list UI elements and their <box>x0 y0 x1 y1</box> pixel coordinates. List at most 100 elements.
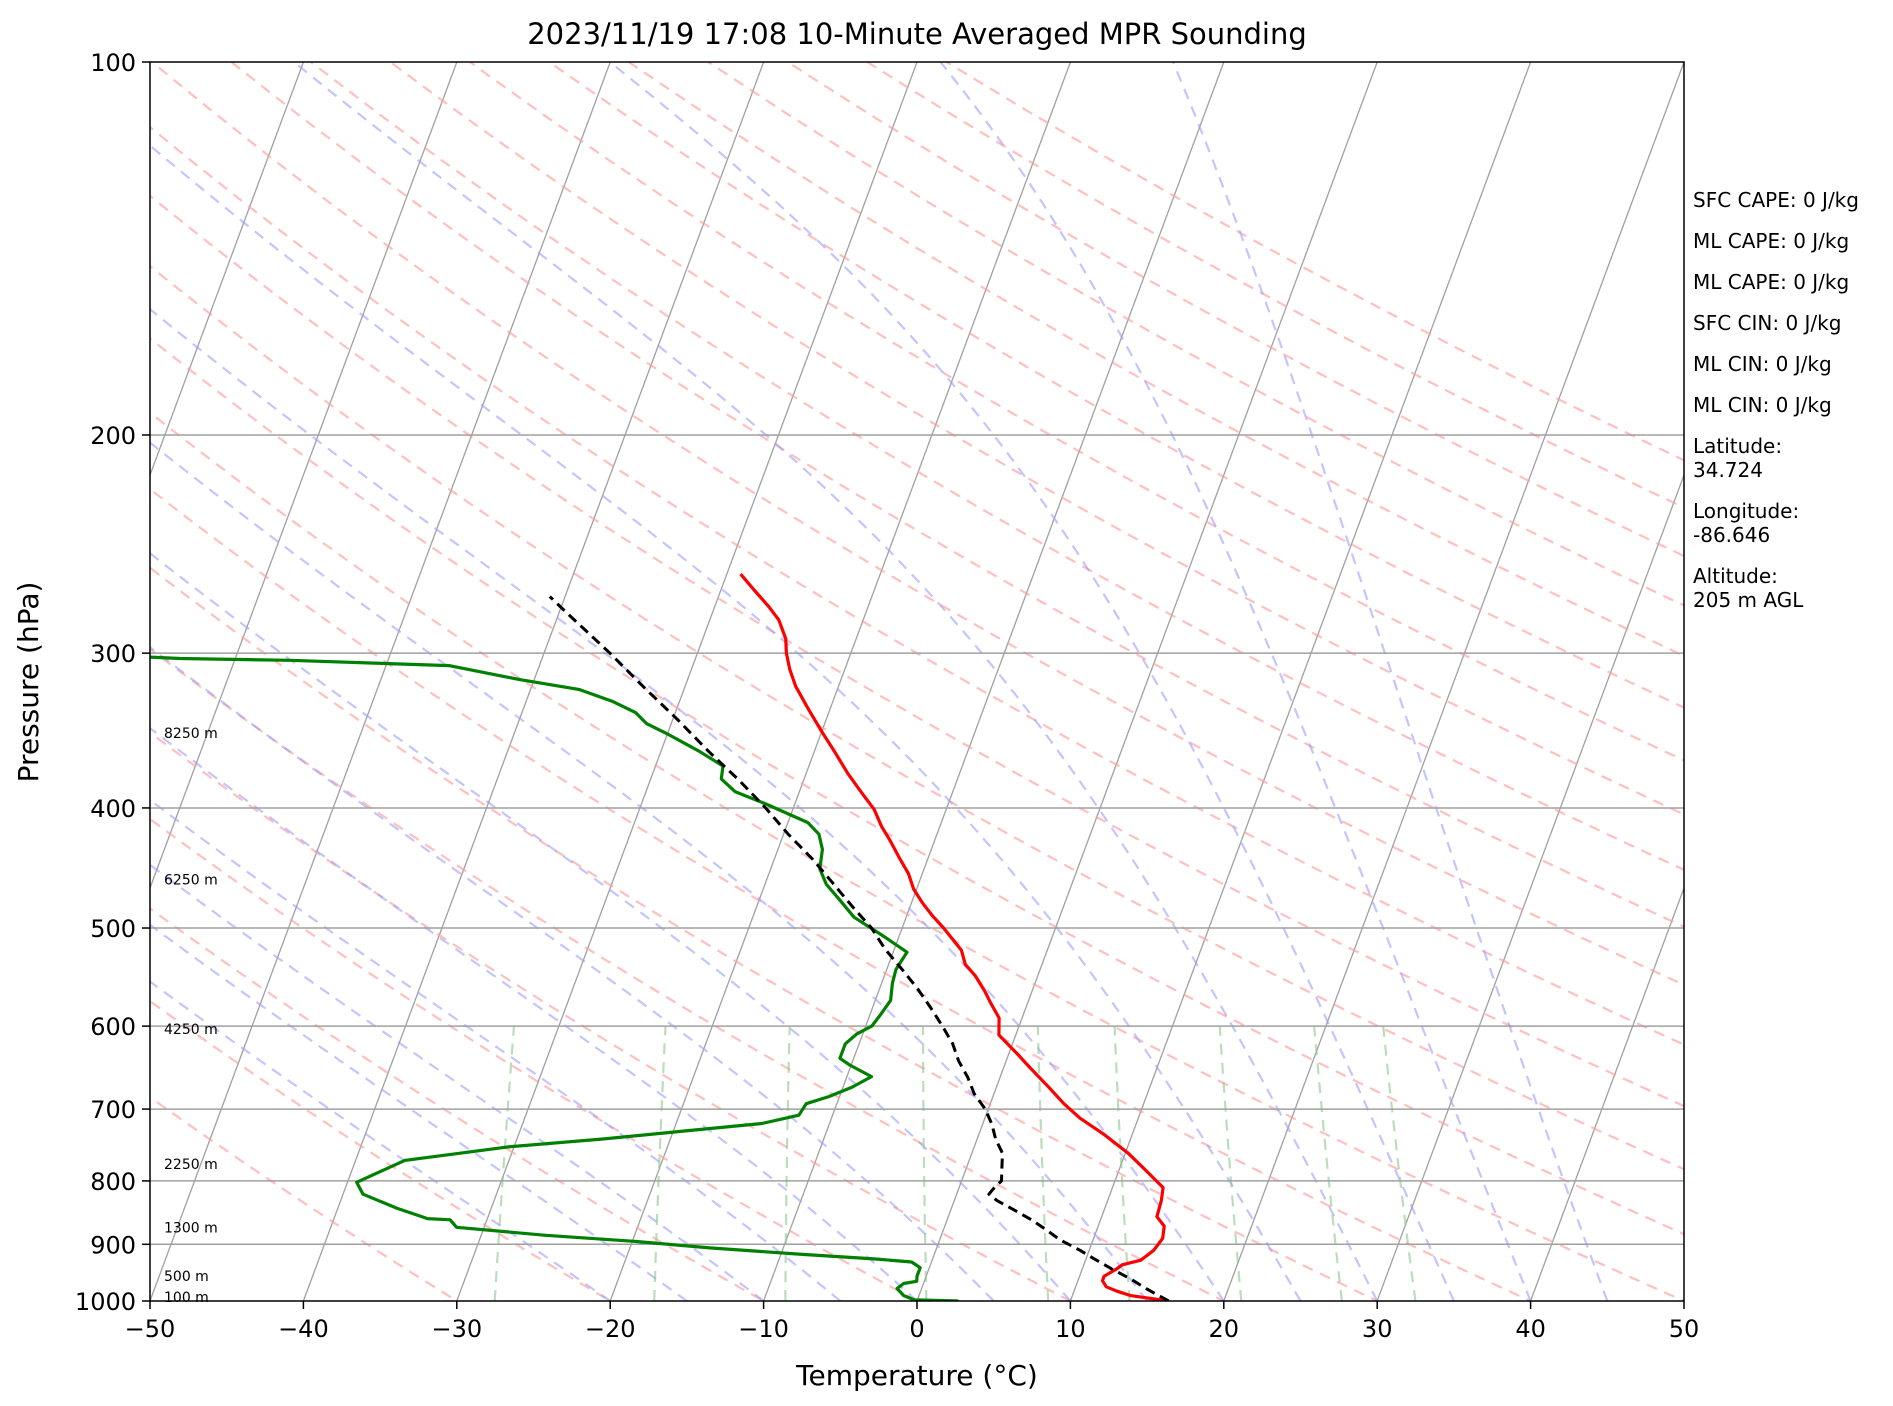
altitude-label: 8250 m <box>164 726 218 742</box>
dry-adiabat <box>548 62 1684 709</box>
y-tick-label: 200 <box>90 422 136 450</box>
dewpoint-line <box>150 655 959 1301</box>
mixing-ratio-line <box>1113 1026 1131 1301</box>
sounding-indices-panel: SFC CAPE: 0 J/kg ML CAPE: 0 J/kg ML CAPE: … <box>1693 188 1888 629</box>
moist-adiabat <box>939 62 1532 1301</box>
moist-adiabat <box>150 551 1072 1301</box>
x-tick-label: −30 <box>431 1315 482 1343</box>
moist-adiabat <box>293 62 1379 1301</box>
moist-adiabat <box>150 798 841 1301</box>
y-tick-label: 100 <box>90 49 136 77</box>
dry-adiabat <box>150 1095 459 1301</box>
mixing-ratio-line <box>493 1026 516 1301</box>
isotherm-line <box>1069 62 1532 1301</box>
x-axis-label: Temperature (°C) <box>795 1359 1038 1392</box>
y-tick-label: 900 <box>90 1231 136 1259</box>
moist-adiabat <box>150 863 765 1301</box>
dry-adiabat <box>150 907 766 1301</box>
sounding-index-item: ML CAPE: 0 J/kg <box>1693 270 1850 294</box>
sounding-index-item: ML CIN: 0 J/kg <box>1693 393 1832 417</box>
parcel-line <box>548 595 1170 1301</box>
dry-adiabat <box>707 62 1684 607</box>
y-tick-label: 1000 <box>75 1288 136 1316</box>
dry-adiabat <box>310 62 1684 872</box>
dry-adiabat <box>150 487 1534 1301</box>
moist-adiabat <box>150 441 1148 1301</box>
moist-adiabat <box>150 645 995 1301</box>
moist-adiabat <box>609 62 1455 1301</box>
isotherm-line <box>609 62 1072 1301</box>
x-tick-label: 0 <box>909 1315 924 1343</box>
dry-adiabat <box>150 194 1684 1108</box>
sounding-index-item: ML CAPE: 0 J/kg <box>1693 229 1850 253</box>
altitude-label: 6250 m <box>164 873 218 889</box>
moist-adiabat <box>150 144 1302 1301</box>
dry-adiabat <box>150 999 613 1301</box>
moist-adiabat <box>1172 62 1609 1301</box>
y-tick-label: 600 <box>90 1013 136 1041</box>
x-ticks: −50 −40 −30 −20 −10 0 10 20 30 40 50 <box>125 1301 1700 1343</box>
isotherm-line <box>1376 473 1684 1301</box>
y-ticks: 1000 900 800 700 600 500 400 300 200 100 <box>75 49 150 1316</box>
x-tick-label: −50 <box>125 1315 176 1343</box>
isotherm-line <box>916 62 1378 1301</box>
y-tick-label: 800 <box>90 1168 136 1196</box>
x-tick-label: −40 <box>278 1315 329 1343</box>
isotherm-line <box>302 62 765 1301</box>
x-tick-label: −20 <box>585 1315 636 1343</box>
altitude-label: 500 m <box>164 1269 209 1285</box>
isotherm-line <box>1529 886 1684 1301</box>
isotherm-line <box>762 62 1225 1301</box>
isotherm-line <box>150 62 611 1301</box>
reference-lines <box>150 62 1684 1301</box>
dry-adiabat <box>150 566 1380 1301</box>
dry-adiabat <box>150 336 1684 1236</box>
moist-adiabat <box>150 307 1225 1301</box>
mixing-ratio-line <box>1382 1025 1417 1301</box>
x-tick-label: 10 <box>1055 1315 1086 1343</box>
x-tick-label: −10 <box>738 1315 789 1343</box>
mixing-ratio-line <box>1218 1026 1243 1301</box>
series-group <box>150 573 1170 1301</box>
isotherm-line <box>150 62 305 477</box>
x-tick-label: 30 <box>1362 1315 1393 1343</box>
dry-adiabat <box>150 647 1227 1301</box>
temperature-line <box>739 573 1169 1301</box>
x-tick-label: 50 <box>1669 1315 1700 1343</box>
isotherm-line <box>1223 62 1684 1301</box>
y-tick-label: 500 <box>90 915 136 943</box>
dry-adiabat <box>151 62 1684 987</box>
chart-title: 2023/11/19 17:08 10-Minute Averaged MPR … <box>527 17 1307 51</box>
sounding-index-item: SFC CAPE: 0 J/kg <box>1693 188 1859 212</box>
dry-adiabat <box>150 817 920 1301</box>
mixing-ratio-line <box>1036 1026 1050 1301</box>
sounding-index-item: Latitude: 34.724 <box>1693 434 1783 482</box>
sounding-index-item: SFC CIN: 0 J/kg <box>1693 311 1842 335</box>
altitude-label: 4250 m <box>164 1022 218 1038</box>
moist-adiabat <box>150 726 918 1301</box>
dry-adiabat <box>230 62 1684 928</box>
x-tick-label: 20 <box>1209 1315 1240 1343</box>
moist-adiabat <box>150 980 611 1301</box>
mixing-ratio-line <box>653 1026 667 1301</box>
altitude-label: 100 m <box>164 1290 209 1306</box>
pressure-gridlines <box>150 434 1684 1246</box>
sounding-index-item: Altitude: 205 m AGL <box>1693 564 1804 612</box>
dry-adiabat <box>469 62 1684 762</box>
sounding-index-item: ML CIN: 0 J/kg <box>1693 352 1832 376</box>
y-axis-label: Pressure (hPa) <box>12 582 45 783</box>
y-tick-label: 400 <box>90 795 136 823</box>
altitude-label: 1300 m <box>164 1220 218 1236</box>
y-tick-label: 300 <box>90 640 136 668</box>
sounding-index-item: Longitude: -86.646 <box>1693 499 1800 547</box>
altitude-labels: 8250 m 6250 m 4250 m 2250 m 1300 m 500 m 100 m <box>164 726 218 1306</box>
mixing-ratio-line <box>921 1026 928 1301</box>
isotherm-line <box>150 62 458 890</box>
isotherm-line <box>456 62 918 1301</box>
dry-adiabat <box>150 411 1684 1301</box>
dry-adiabat <box>150 264 1684 1171</box>
dry-adiabat <box>150 731 1073 1301</box>
dry-adiabat <box>150 125 1684 1046</box>
x-tick-label: 40 <box>1515 1315 1546 1343</box>
